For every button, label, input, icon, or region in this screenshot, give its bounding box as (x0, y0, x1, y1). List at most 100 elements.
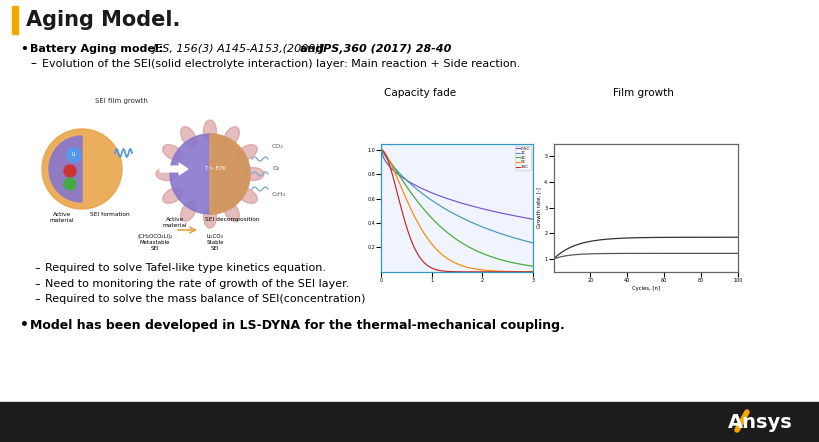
0.5C (377, 150, 387, 156)
Wedge shape (210, 134, 250, 214)
Text: Li₂CO₃
Stable
SEI: Li₂CO₃ Stable SEI (206, 234, 224, 251)
Ellipse shape (242, 168, 264, 180)
1C (504, 234, 514, 239)
Text: (CH₂OCO₂Li)₂
Metastable
SEI: (CH₂OCO₂Li)₂ Metastable SEI (138, 234, 173, 251)
2C (376, 147, 386, 152)
0.5C (376, 147, 386, 152)
X-axis label: Cycles, [n]: Cycles, [n] (631, 286, 659, 291)
0.5C (504, 212, 514, 217)
5C (514, 269, 523, 274)
1C (466, 220, 476, 225)
Bar (12, 6, 18, 34)
FancyArrow shape (133, 164, 156, 174)
10C (504, 269, 514, 274)
Circle shape (64, 178, 76, 190)
2C (468, 247, 478, 252)
0.5C (468, 204, 478, 209)
5C (468, 266, 478, 271)
Circle shape (170, 134, 250, 214)
5C (466, 266, 476, 271)
Text: Capacity fade: Capacity fade (383, 88, 455, 98)
1C (527, 240, 537, 246)
5C (377, 147, 387, 152)
Text: Li: Li (72, 152, 76, 157)
2C (514, 261, 523, 267)
Ellipse shape (237, 145, 257, 160)
10C (466, 269, 476, 274)
Line: 1C: 1C (381, 150, 532, 243)
5C (466, 266, 476, 271)
Text: Battery Aging model:: Battery Aging model: (30, 44, 167, 54)
Text: T > 87K: T > 87K (204, 167, 226, 171)
Text: Required to solve the mass balance of SEI(concentration): Required to solve the mass balance of SE… (45, 294, 365, 304)
Ellipse shape (203, 206, 216, 228)
10C (514, 269, 523, 274)
Ellipse shape (180, 127, 196, 147)
Ellipse shape (203, 120, 216, 142)
Wedge shape (49, 136, 82, 202)
Y-axis label: Growth rate, [-]: Growth rate, [-] (536, 187, 541, 228)
10C (466, 269, 476, 274)
Text: SEI decomposition: SEI decomposition (205, 217, 259, 222)
Legend: 0.5C, 1C, 2C, 5C, 10C: 0.5C, 1C, 2C, 5C, 10C (514, 146, 530, 170)
Text: Evolution of the SEI(solid electrolyte interaction) layer: Main reaction + Side : Evolution of the SEI(solid electrolyte i… (42, 59, 520, 69)
Text: –: – (34, 263, 39, 273)
Text: D₂: D₂ (272, 167, 279, 171)
Ellipse shape (224, 201, 239, 221)
10C (377, 147, 387, 152)
10C (468, 269, 478, 274)
10C (527, 269, 537, 274)
2C (527, 263, 537, 269)
Text: CO₂: CO₂ (272, 144, 283, 149)
Text: Aging Model.: Aging Model. (26, 10, 180, 30)
Line: 0.5C: 0.5C (381, 150, 532, 219)
Text: –: – (34, 294, 39, 304)
Text: and: and (296, 44, 327, 54)
Ellipse shape (237, 188, 257, 203)
0.5C (466, 203, 476, 209)
1C (466, 220, 476, 225)
Ellipse shape (162, 145, 183, 160)
Text: Ansys: Ansys (727, 412, 792, 431)
Text: JES, 156(3) A145-A153,(2009): JES, 156(3) A145-A153,(2009) (153, 44, 320, 54)
Text: Active
material: Active material (50, 212, 75, 223)
Circle shape (67, 148, 81, 162)
Text: Film growth: Film growth (612, 88, 672, 98)
Text: Required to solve Tafel-like type kinetics equation.: Required to solve Tafel-like type kineti… (45, 263, 326, 273)
Ellipse shape (162, 188, 183, 203)
1C (376, 147, 386, 152)
FancyArrow shape (160, 163, 188, 175)
Text: –: – (30, 57, 36, 71)
Ellipse shape (156, 168, 178, 180)
1C (514, 236, 523, 242)
10C (376, 147, 386, 152)
2C (466, 246, 476, 251)
Text: •: • (20, 318, 29, 332)
Line: 2C: 2C (381, 150, 532, 266)
Text: SEI formation: SEI formation (90, 212, 129, 217)
0.5C (527, 217, 537, 222)
2C (504, 259, 514, 264)
2C (377, 148, 387, 153)
5C (504, 269, 514, 274)
0.5C (466, 203, 476, 209)
Ellipse shape (224, 127, 239, 147)
Text: C₂H₄: C₂H₄ (272, 191, 286, 197)
Text: –: – (34, 279, 39, 289)
Ellipse shape (180, 201, 196, 221)
Text: JPS,360 (2017) 28-40: JPS,360 (2017) 28-40 (319, 44, 452, 54)
1C (377, 148, 387, 153)
Circle shape (64, 165, 76, 177)
0.5C (514, 214, 523, 219)
Text: Need to monitoring the rate of growth of the SEI layer.: Need to monitoring the rate of growth of… (45, 279, 349, 289)
Text: •: • (20, 42, 28, 56)
1C (468, 221, 478, 226)
Text: Model has been developed in LS-DYNA for the thermal-mechanical coupling.: Model has been developed in LS-DYNA for … (30, 319, 564, 332)
5C (376, 147, 386, 152)
2C (466, 245, 476, 251)
Line: 5C: 5C (381, 150, 532, 272)
Bar (0, 402, 819, 442)
Line: 10C: 10C (381, 150, 532, 272)
5C (527, 269, 537, 274)
Text: Active
material: Active material (162, 217, 187, 228)
